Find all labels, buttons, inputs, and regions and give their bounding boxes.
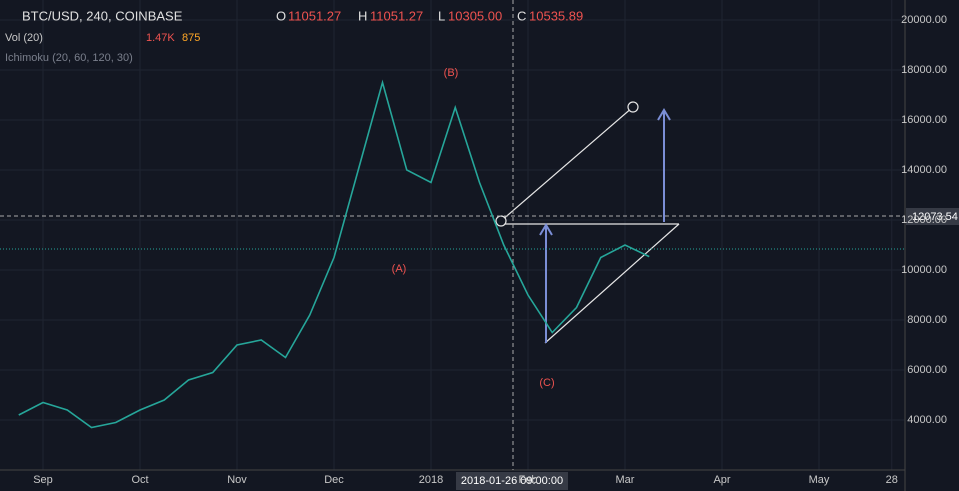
y-tick-label: 16000.00: [901, 114, 947, 126]
price-line: [18, 79, 650, 429]
handle: [627, 101, 639, 113]
x-tick-label: Sep: [33, 474, 53, 486]
y-tick-label: 10000.00: [901, 264, 947, 276]
y-tick-label: 18000.00: [901, 64, 947, 76]
x-tick-label: May: [809, 474, 830, 486]
ohlc-value: 10305.00: [448, 8, 502, 23]
indicator-name: Ichimoku (20, 60, 120, 30): [5, 52, 133, 64]
ohlc-label: H: [358, 8, 367, 23]
price-label: 12073.54: [912, 211, 958, 223]
x-tick-label: Dec: [324, 474, 344, 486]
crosshair-label: 2018-01-26 09:00:00: [461, 475, 563, 487]
grid: [0, 0, 905, 470]
x-tick-label: 28: [886, 474, 898, 486]
crosshair-label-bg: [456, 472, 568, 490]
triangle-bottom: [544, 223, 680, 344]
y-tick-label: 8000.00: [907, 314, 947, 326]
y-tick-label: 4000.00: [907, 414, 947, 426]
handle: [495, 215, 507, 227]
ohlc-value: 11051.27: [288, 8, 341, 23]
x-tick-label: 2018: [419, 474, 443, 486]
symbol: BTC/USD, 240, COINBASE: [22, 8, 183, 23]
annotation: (C): [539, 377, 554, 389]
ohlc-label: O: [276, 8, 286, 23]
annotation: (A): [392, 263, 407, 275]
x-tick-label: Mar: [616, 474, 635, 486]
trend-line: [500, 106, 634, 222]
y-tick-label: 20000.00: [901, 14, 947, 26]
x-tick-label: Feb: [519, 474, 538, 486]
ohlc-value: 10535.89: [529, 8, 583, 23]
arrow: [657, 108, 671, 222]
x-tick-label: Apr: [713, 474, 730, 486]
annotation: (B): [444, 67, 459, 79]
y-tick-label: 12000.00: [901, 214, 947, 226]
drawings: [495, 101, 680, 344]
x-tick-label: Nov: [227, 474, 247, 486]
price-label-bg: [906, 208, 959, 225]
indicator-value: 875: [182, 32, 200, 44]
x-tick-label: Oct: [131, 474, 148, 486]
ohlc-value: 11051.27: [370, 8, 423, 23]
ohlc-label: C: [517, 8, 526, 23]
ohlc-label: L: [438, 8, 445, 23]
indicator-value: 1.47K: [146, 32, 175, 44]
plot: [18, 79, 650, 429]
y-tick-label: 14000.00: [901, 164, 947, 176]
y-tick-label: 6000.00: [907, 364, 947, 376]
indicator-name: Vol (20): [5, 32, 43, 44]
